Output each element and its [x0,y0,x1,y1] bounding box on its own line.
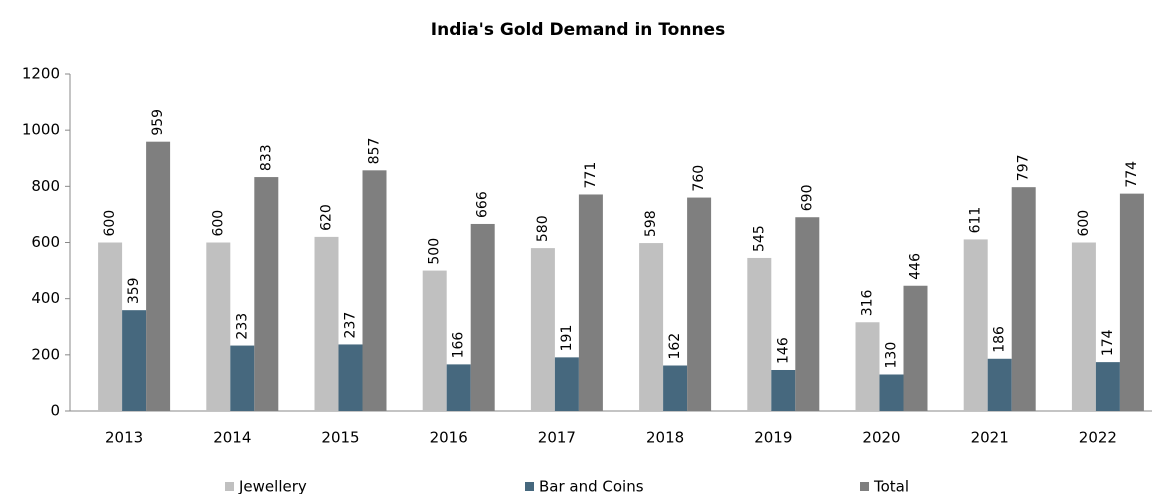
value-label: 833 [258,144,274,171]
value-label: 666 [475,191,491,218]
value-label: 774 [1124,161,1140,188]
legend-swatch [225,482,234,491]
x-tick-label: 2017 [538,429,576,447]
value-label: 545 [751,225,767,252]
bar [206,242,231,411]
bar [963,239,988,411]
value-label: 771 [583,162,599,189]
y-tick-label: 1000 [22,121,60,139]
value-label: 500 [427,238,443,265]
bar [1071,242,1096,411]
chart-title: India's Gold Demand in Tonnes [431,20,725,40]
value-label: 620 [319,204,335,231]
bar [98,242,123,411]
bar [1011,187,1036,411]
value-label: 191 [559,325,575,352]
value-label: 174 [1100,329,1116,356]
bar [879,374,904,411]
value-label: 600 [210,210,226,237]
bar [446,364,471,411]
value-label: 316 [860,289,876,316]
bar [771,369,796,411]
legend-label: Total [873,478,909,494]
y-tick-label: 600 [31,233,60,251]
bar [254,177,279,411]
x-tick-label: 2015 [321,429,359,447]
legend-swatch [525,482,534,491]
x-tick-label: 2020 [862,429,900,447]
y-tick-label: 800 [31,177,60,195]
bar [1119,193,1144,411]
bar [422,270,447,411]
bar [687,197,712,411]
value-label: 690 [799,184,815,211]
value-label: 600 [102,210,118,237]
value-label: 130 [884,342,900,369]
bar [795,217,820,411]
value-label: 959 [150,109,166,136]
y-tick-label: 1200 [22,65,60,83]
x-tick-label: 2021 [971,429,1009,447]
legend-label: Bar and Coins [539,478,644,494]
x-tick-label: 2014 [213,429,251,447]
bar [470,223,495,411]
bar [747,257,772,411]
legend-label: Jewellery [238,478,307,494]
x-tick-label: 2013 [105,429,143,447]
value-label: 146 [775,337,791,364]
bar [122,310,147,411]
bar [903,285,928,411]
x-tick-label: 2022 [1079,429,1117,447]
value-label: 233 [234,313,250,340]
y-tick-label: 0 [50,402,60,420]
value-label: 611 [968,207,984,234]
bar [146,141,171,411]
value-label: 359 [126,277,142,304]
bar [639,243,664,411]
bar [530,248,555,411]
value-label: 760 [691,165,707,192]
value-label: 237 [343,312,359,339]
x-tick-label: 2016 [430,429,468,447]
bar [230,345,255,411]
bar [1095,362,1120,411]
value-label: 580 [535,215,551,242]
x-tick-label: 2019 [754,429,792,447]
bar [338,344,363,411]
bar [554,357,579,411]
value-label: 797 [1016,154,1032,181]
bar [314,236,339,411]
value-label: 598 [643,210,659,237]
bar [987,358,1012,411]
legend-swatch [860,482,869,491]
bar [663,365,688,411]
y-tick-label: 200 [31,345,60,363]
bar [578,194,603,411]
x-tick-label: 2018 [646,429,684,447]
bar [855,322,880,411]
value-label: 186 [992,326,1008,353]
value-label: 600 [1076,210,1092,237]
value-label: 857 [367,138,383,165]
value-label: 162 [667,333,683,360]
y-tick-label: 400 [31,289,60,307]
bar [362,170,387,411]
value-label: 166 [451,332,467,359]
value-label: 446 [908,253,924,280]
